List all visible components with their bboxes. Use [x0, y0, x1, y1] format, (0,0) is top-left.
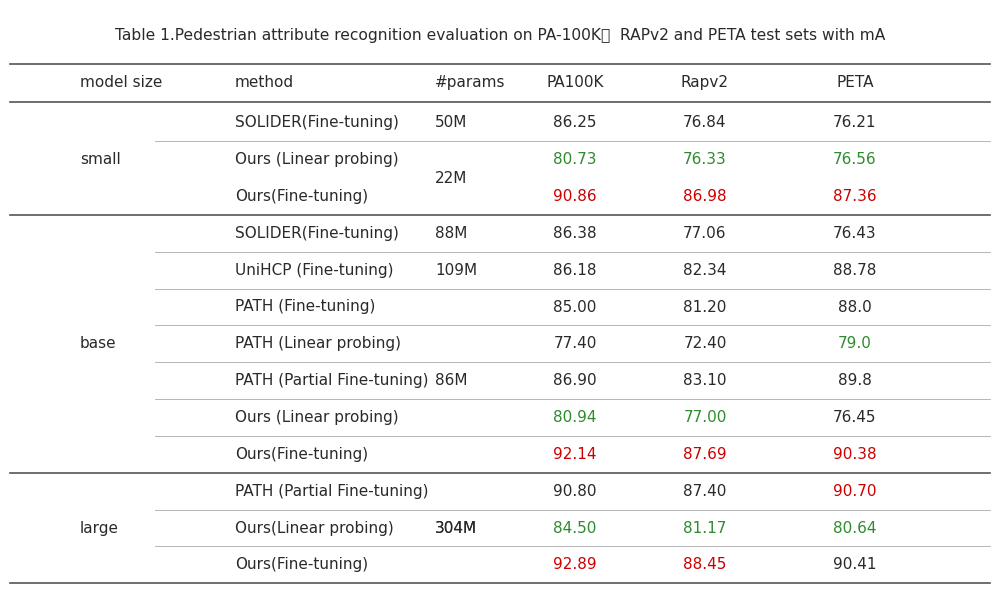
- Text: 90.80: 90.80: [553, 484, 597, 499]
- Text: 89.8: 89.8: [838, 373, 872, 388]
- Text: 304M: 304M: [435, 521, 477, 535]
- Text: 86.90: 86.90: [553, 373, 597, 388]
- Text: 88.0: 88.0: [838, 300, 872, 314]
- Text: PA100K: PA100K: [546, 76, 604, 90]
- Text: 85.00: 85.00: [553, 300, 597, 314]
- Text: 76.45: 76.45: [833, 410, 877, 425]
- Text: small: small: [80, 152, 121, 167]
- Text: 87.36: 87.36: [833, 189, 877, 204]
- Text: 87.69: 87.69: [683, 447, 727, 462]
- Text: 76.33: 76.33: [683, 152, 727, 167]
- Text: 76.84: 76.84: [683, 115, 727, 130]
- Text: 84.50: 84.50: [553, 521, 597, 535]
- Text: 90.41: 90.41: [833, 558, 877, 572]
- Text: model size: model size: [80, 76, 162, 90]
- Text: 86M: 86M: [435, 373, 468, 388]
- Text: 77.06: 77.06: [683, 226, 727, 241]
- Text: 76.43: 76.43: [833, 226, 877, 241]
- Text: 109M: 109M: [435, 263, 477, 278]
- Text: 50M: 50M: [435, 115, 467, 130]
- Text: 22M: 22M: [435, 171, 467, 185]
- Text: PATH (Linear probing): PATH (Linear probing): [235, 336, 401, 351]
- Text: 76.56: 76.56: [833, 152, 877, 167]
- Text: PATH (Partial Fine-tuning): PATH (Partial Fine-tuning): [235, 484, 428, 499]
- Text: 76.21: 76.21: [833, 115, 877, 130]
- Text: large: large: [80, 521, 119, 535]
- Text: Table 1.Pedestrian attribute recognition evaluation on PA-100K，  RAPv2 and PETA : Table 1.Pedestrian attribute recognition…: [115, 28, 885, 42]
- Text: 82.34: 82.34: [683, 263, 727, 278]
- Text: 81.20: 81.20: [683, 300, 727, 314]
- Text: 83.10: 83.10: [683, 373, 727, 388]
- Text: Ours(Fine-tuning): Ours(Fine-tuning): [235, 189, 368, 204]
- Text: 86.38: 86.38: [553, 226, 597, 241]
- Text: SOLIDER(Fine-tuning): SOLIDER(Fine-tuning): [235, 115, 399, 130]
- Text: method: method: [235, 76, 294, 90]
- Text: 90.70: 90.70: [833, 484, 877, 499]
- Text: 79.0: 79.0: [838, 336, 872, 351]
- Text: 92.14: 92.14: [553, 447, 597, 462]
- Text: SOLIDER(Fine-tuning): SOLIDER(Fine-tuning): [235, 226, 399, 241]
- Text: Ours(Fine-tuning): Ours(Fine-tuning): [235, 558, 368, 572]
- Text: Rapv2: Rapv2: [681, 76, 729, 90]
- Text: 72.40: 72.40: [683, 336, 727, 351]
- Text: 80.64: 80.64: [833, 521, 877, 535]
- Text: 87.40: 87.40: [683, 484, 727, 499]
- Text: Ours(Fine-tuning): Ours(Fine-tuning): [235, 447, 368, 462]
- Text: Ours(Linear probing): Ours(Linear probing): [235, 521, 394, 535]
- Text: Ours (Linear probing): Ours (Linear probing): [235, 152, 399, 167]
- Text: 92.89: 92.89: [553, 558, 597, 572]
- Text: 77.00: 77.00: [683, 410, 727, 425]
- Text: 81.17: 81.17: [683, 521, 727, 535]
- Text: 88.45: 88.45: [683, 558, 727, 572]
- Text: 90.86: 90.86: [553, 189, 597, 204]
- Text: UniHCP (Fine-tuning): UniHCP (Fine-tuning): [235, 263, 394, 278]
- Text: 304M: 304M: [435, 521, 477, 535]
- Text: 77.40: 77.40: [553, 336, 597, 351]
- Text: Ours (Linear probing): Ours (Linear probing): [235, 410, 399, 425]
- Text: 90.38: 90.38: [833, 447, 877, 462]
- Text: #params: #params: [435, 76, 506, 90]
- Text: PATH (Partial Fine-tuning): PATH (Partial Fine-tuning): [235, 373, 428, 388]
- Text: 88M: 88M: [435, 226, 467, 241]
- Text: base: base: [80, 336, 117, 351]
- Text: 86.25: 86.25: [553, 115, 597, 130]
- Text: 88.78: 88.78: [833, 263, 877, 278]
- Text: 86.98: 86.98: [683, 189, 727, 204]
- Text: PETA: PETA: [836, 76, 874, 90]
- Text: 86.18: 86.18: [553, 263, 597, 278]
- Text: PATH (Fine-tuning): PATH (Fine-tuning): [235, 300, 375, 314]
- Text: 80.73: 80.73: [553, 152, 597, 167]
- Text: 80.94: 80.94: [553, 410, 597, 425]
